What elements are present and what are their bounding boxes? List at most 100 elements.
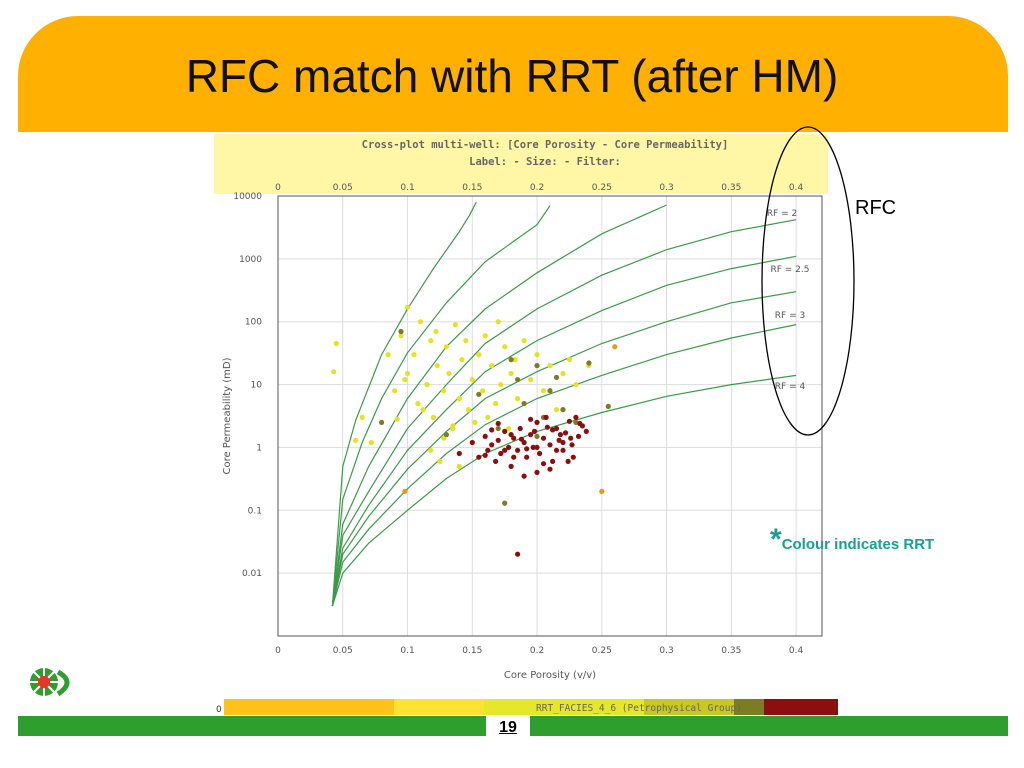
legend-left-label: 0 bbox=[216, 705, 222, 715]
data-point bbox=[498, 382, 504, 388]
y-ticks: 10000 1000 100 10 1 0.1 0.01 bbox=[233, 192, 262, 579]
y-tick-label: 0.01 bbox=[242, 569, 262, 579]
data-point bbox=[521, 400, 527, 407]
rf-curve-labels: RF = 2 RF = 2.5 RF = 3 RF = 4 bbox=[767, 209, 810, 392]
legend-segment bbox=[734, 699, 764, 715]
x-tick-label-bottom: 0.2 bbox=[530, 646, 544, 656]
data-point bbox=[568, 435, 574, 441]
data-point bbox=[531, 428, 538, 434]
data-point bbox=[544, 424, 551, 430]
data-point bbox=[469, 377, 475, 383]
data-point bbox=[485, 447, 491, 453]
data-point bbox=[550, 427, 556, 433]
data-point bbox=[441, 388, 447, 394]
data-point bbox=[534, 363, 540, 369]
data-point bbox=[540, 435, 547, 441]
data-point bbox=[495, 319, 501, 325]
data-point bbox=[506, 444, 512, 450]
data-point bbox=[577, 420, 583, 427]
legend-segment bbox=[484, 699, 644, 715]
data-point bbox=[534, 433, 540, 439]
data-point bbox=[573, 419, 579, 425]
page-number: 19 bbox=[486, 716, 530, 740]
data-point bbox=[482, 333, 488, 339]
data-point bbox=[511, 454, 517, 460]
data-point bbox=[512, 357, 518, 363]
data-point bbox=[560, 407, 566, 413]
data-point bbox=[411, 352, 417, 358]
data-point bbox=[547, 388, 553, 394]
data-point bbox=[456, 395, 462, 402]
legend-segment bbox=[644, 699, 734, 715]
data-point bbox=[528, 416, 534, 422]
company-logo-icon bbox=[28, 666, 70, 698]
rf-curve bbox=[331, 324, 797, 607]
data-point bbox=[459, 357, 465, 363]
rfc-annotation-label: RFC bbox=[855, 197, 897, 219]
data-point bbox=[540, 461, 547, 467]
data-point bbox=[502, 500, 508, 506]
data-point bbox=[402, 488, 408, 494]
data-point bbox=[331, 369, 337, 375]
data-point bbox=[562, 430, 569, 436]
data-point bbox=[456, 463, 462, 469]
data-point bbox=[404, 304, 411, 310]
y-tick-label: 1000 bbox=[239, 255, 262, 265]
data-point bbox=[605, 403, 611, 409]
data-point bbox=[463, 338, 469, 344]
data-point bbox=[441, 435, 447, 441]
x-tick-label-top: 0.25 bbox=[592, 183, 612, 193]
data-point bbox=[476, 352, 482, 358]
data-point bbox=[437, 458, 443, 464]
data-point bbox=[521, 338, 527, 344]
data-point bbox=[530, 444, 536, 450]
x-tick-label-top: 0.15 bbox=[462, 183, 482, 193]
data-point bbox=[368, 439, 374, 446]
data-point bbox=[434, 363, 440, 369]
scatter-points bbox=[331, 304, 618, 557]
data-point bbox=[515, 377, 521, 383]
data-point bbox=[502, 428, 508, 434]
data-point bbox=[430, 414, 436, 420]
colour-note: *Colour indicates RRT bbox=[770, 523, 934, 557]
data-point bbox=[433, 328, 439, 335]
x-tick-label-top: 0.05 bbox=[333, 183, 353, 193]
plot-panel bbox=[214, 134, 828, 718]
data-point bbox=[485, 414, 491, 420]
data-point bbox=[573, 382, 579, 388]
data-point bbox=[489, 442, 495, 448]
data-point bbox=[428, 447, 434, 453]
data-point bbox=[569, 442, 575, 448]
data-point bbox=[502, 447, 508, 453]
legend-segment bbox=[394, 699, 484, 715]
chart-title: Cross-plot multi-well: [Core Porosity - … bbox=[362, 139, 729, 151]
data-point bbox=[524, 454, 530, 460]
rf-curve-label: RF = 2 bbox=[767, 209, 797, 219]
data-point bbox=[556, 437, 562, 443]
data-point bbox=[452, 322, 458, 328]
data-point bbox=[394, 416, 400, 422]
x-ticks-top: 0 0.05 0.1 0.15 0.2 0.25 0.3 0.35 0.4 bbox=[275, 183, 803, 193]
y-tick-label: 100 bbox=[245, 318, 262, 328]
rf-curve bbox=[331, 219, 797, 607]
data-point bbox=[353, 437, 359, 443]
legend-color-bar bbox=[224, 699, 838, 715]
data-point bbox=[428, 338, 434, 344]
data-point bbox=[517, 425, 523, 432]
data-point bbox=[560, 439, 566, 446]
data-point bbox=[553, 425, 560, 432]
data-point bbox=[612, 344, 618, 350]
data-point bbox=[495, 437, 501, 443]
data-point bbox=[450, 423, 456, 429]
data-point bbox=[534, 419, 540, 425]
data-point bbox=[379, 419, 385, 425]
data-point bbox=[521, 473, 527, 479]
data-point bbox=[565, 458, 571, 464]
data-point bbox=[560, 447, 566, 453]
data-point bbox=[498, 450, 504, 457]
data-point bbox=[456, 450, 462, 457]
x-tick-label-top: 0.4 bbox=[789, 183, 804, 193]
data-point bbox=[553, 407, 560, 413]
data-point bbox=[495, 425, 501, 432]
plot-area bbox=[277, 195, 823, 637]
